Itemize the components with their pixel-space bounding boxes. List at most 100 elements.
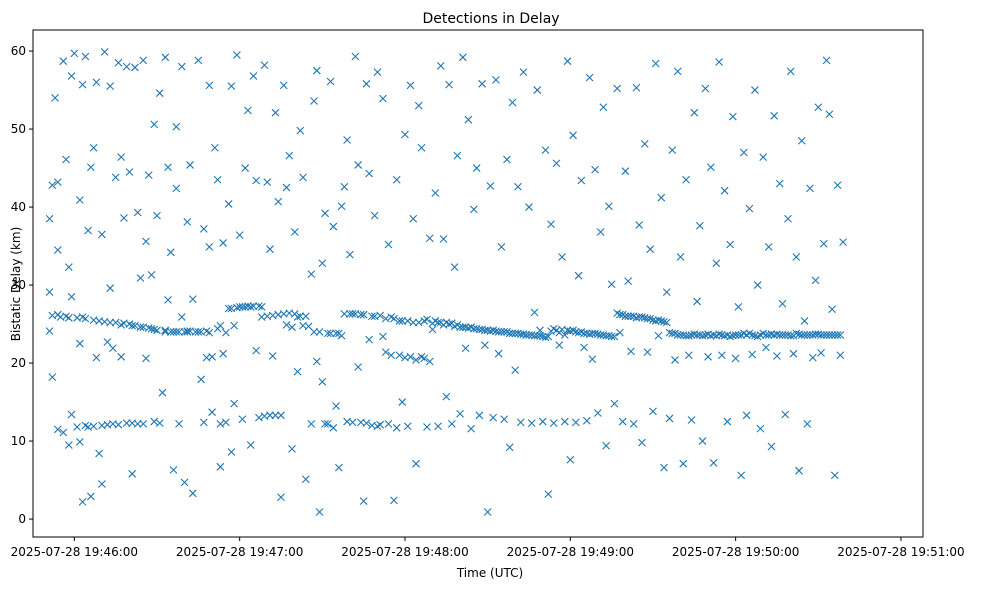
data-point [161, 327, 170, 336]
data-point [373, 68, 382, 77]
data-point [538, 332, 547, 341]
data-point [67, 292, 76, 301]
data-point [139, 56, 148, 65]
data-point [103, 338, 112, 346]
data-point [775, 179, 784, 188]
data-point [687, 416, 696, 424]
data-point [533, 86, 542, 94]
data-point [425, 357, 434, 366]
data-point [486, 182, 495, 190]
data-point [624, 277, 633, 286]
data-point [698, 331, 707, 340]
data-point [233, 51, 241, 59]
data-point [792, 329, 801, 338]
data-point [671, 356, 679, 364]
data-point [478, 79, 487, 88]
data-point [277, 493, 285, 502]
data-point [541, 146, 550, 155]
data-point [332, 402, 340, 410]
data-point [458, 53, 467, 62]
data-point [560, 417, 569, 426]
data-point [301, 475, 310, 484]
data-point [136, 274, 145, 282]
data-point [494, 327, 503, 336]
data-point [748, 350, 757, 359]
data-point [503, 155, 511, 164]
data-point [742, 411, 751, 420]
data-point [75, 339, 84, 348]
data-point [155, 89, 164, 98]
data-point [293, 367, 302, 376]
data-point [822, 331, 831, 339]
data-point [238, 415, 247, 424]
data-point [423, 423, 431, 431]
data-point [354, 363, 363, 371]
data-point [654, 316, 663, 325]
data-point [379, 332, 387, 341]
data-point [773, 352, 781, 360]
data-point [111, 318, 120, 327]
data-point [514, 182, 522, 191]
data-point [764, 331, 773, 339]
data-point [81, 314, 90, 323]
data-point [351, 52, 360, 61]
data-point [803, 331, 812, 339]
data-point [53, 246, 62, 254]
data-point [106, 284, 115, 293]
y-axis-label: Bistatic Delay (km) [9, 227, 23, 342]
data-point [563, 57, 572, 66]
data-point [412, 356, 420, 364]
data-point [177, 313, 186, 321]
data-point [376, 311, 385, 320]
data-point [183, 327, 192, 335]
data-point [406, 352, 415, 361]
data-point [632, 83, 641, 92]
data-point [164, 163, 172, 172]
data-point [73, 423, 81, 431]
data-point [323, 329, 332, 338]
data-point [227, 82, 236, 91]
data-point [425, 234, 434, 243]
data-point [825, 110, 834, 119]
data-point [136, 323, 145, 332]
data-point [662, 318, 671, 327]
data-point [144, 324, 153, 332]
data-point [629, 420, 638, 428]
data-point [97, 230, 106, 239]
data-point [764, 242, 773, 251]
data-point [246, 441, 255, 449]
data-point [120, 214, 128, 222]
data-point [230, 399, 239, 408]
data-point [365, 335, 374, 344]
data-point [464, 115, 473, 124]
data-point [461, 323, 470, 332]
data-point [596, 228, 605, 236]
data-point [381, 314, 390, 323]
data-point [188, 489, 197, 498]
data-point [114, 58, 123, 67]
data-point [266, 411, 274, 420]
data-point [401, 130, 409, 139]
data-point [789, 349, 798, 358]
data-point [128, 321, 137, 330]
data-point [255, 413, 263, 422]
data-point [271, 411, 280, 420]
data-point [706, 331, 715, 340]
data-point [172, 327, 181, 336]
data-point [252, 346, 261, 355]
data-point [560, 331, 569, 339]
data-point [607, 280, 616, 289]
data-point [45, 214, 54, 223]
data-point [199, 418, 208, 427]
data-point [125, 168, 134, 176]
data-point [392, 175, 401, 184]
data-point [384, 420, 393, 428]
data-point [390, 496, 398, 505]
data-point [208, 408, 216, 417]
data-point [621, 312, 630, 321]
data-point [665, 414, 674, 423]
data-point [571, 327, 580, 336]
data-point [527, 419, 536, 428]
data-point [767, 330, 776, 339]
data-point [53, 425, 62, 434]
